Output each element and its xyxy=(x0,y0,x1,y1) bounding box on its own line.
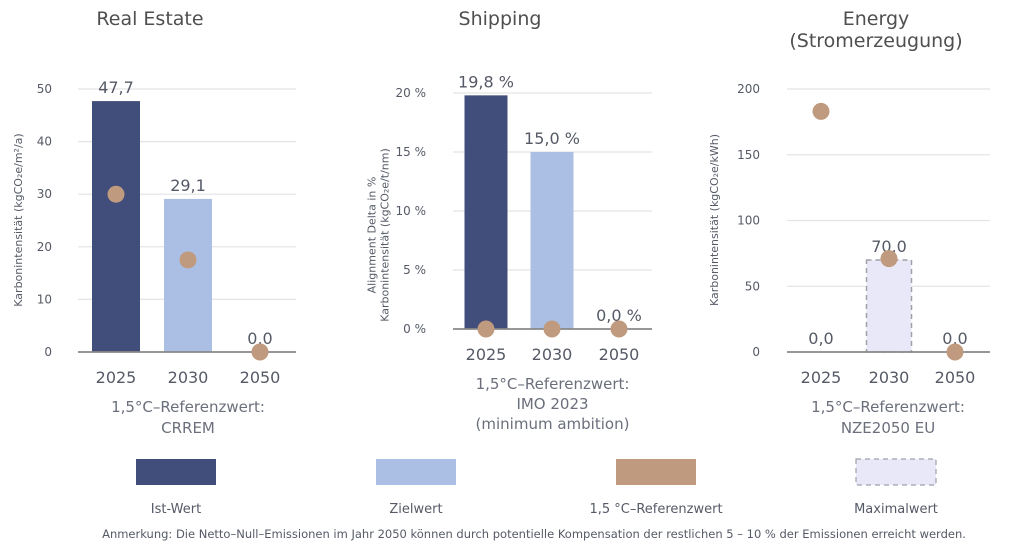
chart-title: Energy xyxy=(843,8,910,30)
y-tick-label: 5 % xyxy=(403,263,426,277)
chart-title: Real Estate xyxy=(96,8,203,30)
legend-swatch-maximalwert xyxy=(855,458,937,486)
data-label: 15,0 % xyxy=(524,129,580,148)
data-label: 70,0 xyxy=(871,237,907,256)
y-tick-label: 50 xyxy=(37,82,52,96)
y-tick-label: 0 xyxy=(44,345,52,359)
x-tick-label: 2050 xyxy=(935,368,976,387)
chart-title: Shipping xyxy=(459,8,542,30)
legend-label: Maximalwert xyxy=(854,502,938,517)
reference-dot xyxy=(610,320,628,338)
x-tick-label: 2025 xyxy=(96,368,137,387)
bar-zielwert xyxy=(530,152,574,329)
legend-item: Maximalwert xyxy=(854,458,938,517)
chart-panel-2: Energy(Stromerzeugung) 0 50 100 150 200 Karbon… xyxy=(708,8,990,437)
y-axis-label: Alignment Delta in % xyxy=(366,177,379,294)
reference-dot xyxy=(477,320,495,338)
reference-dot xyxy=(946,343,964,361)
chart-panel-1: Shipping 0 % 5 % 10 % 15 % 20 % Alignment Delt… xyxy=(366,8,652,433)
legend-item: 1,5 °C–Referenzwert xyxy=(589,459,723,517)
y-tick-label: 30 xyxy=(37,187,52,201)
data-label: 19,8 % xyxy=(458,72,514,91)
reference-dot xyxy=(880,250,898,268)
legend-swatch-ist xyxy=(136,459,216,485)
reference-benchmark-text: NZE2050 EU xyxy=(841,419,935,437)
y-tick-label: 150 xyxy=(737,148,760,162)
y-tick-label: 0 % xyxy=(403,322,426,336)
reference-benchmark-text: CRREM xyxy=(161,419,215,437)
y-tick-label: 0 xyxy=(752,345,760,359)
x-tick-label: 2050 xyxy=(599,345,640,364)
chart-title: (Stromerzeugung) xyxy=(789,30,962,52)
y-tick-label: 10 xyxy=(37,292,52,306)
data-label: 29,1 xyxy=(170,176,206,195)
bar-zielwert xyxy=(164,198,212,352)
y-axis-label: Karbonintensität (kgCO₂e/t/nm) xyxy=(379,148,392,322)
x-tick-label: 2025 xyxy=(466,345,507,364)
reference-dot xyxy=(812,102,830,120)
bar-maximalwert xyxy=(865,259,913,353)
x-tick-label: 2030 xyxy=(532,345,573,364)
x-tick-label: 2030 xyxy=(869,368,910,387)
footnote: Anmerkung: Die Netto–Null–Emissionen im … xyxy=(102,527,966,541)
legend-label: 1,5 °C–Referenzwert xyxy=(589,502,722,517)
y-tick-label: 100 xyxy=(737,214,760,228)
reference-benchmark-text: (minimum ambition) xyxy=(476,415,630,433)
reference-dot xyxy=(543,320,561,338)
data-label: 0,0 xyxy=(808,329,833,348)
legend-item: Ist-Wert xyxy=(136,459,216,517)
x-tick-label: 2050 xyxy=(240,368,281,387)
legend-label: Ist-Wert xyxy=(151,502,201,517)
y-tick-label: 200 xyxy=(737,82,760,96)
data-label: 0,0 % xyxy=(596,306,642,325)
bar-ist-wert xyxy=(92,101,140,353)
y-tick-label: 20 % xyxy=(396,86,427,100)
y-tick-label: 40 xyxy=(37,135,52,149)
data-label: 0,0 xyxy=(247,329,272,348)
y-axis-label: Karbonintensität (kgCO₂e/kWh) xyxy=(708,134,721,306)
reference-dot xyxy=(251,343,269,361)
reference-benchmark-text: IMO 2023 xyxy=(516,395,588,413)
x-tick-label: 2025 xyxy=(801,368,842,387)
reference-dot xyxy=(107,185,125,203)
data-label: 47,7 xyxy=(98,78,134,97)
data-label: 0,0 xyxy=(942,329,967,348)
y-tick-label: 50 xyxy=(745,279,760,293)
y-tick-label: 15 % xyxy=(396,145,427,159)
reference-dot xyxy=(179,251,197,269)
x-tick-label: 2030 xyxy=(168,368,209,387)
reference-benchmark-text: 1,5°C–Referenzwert: xyxy=(811,398,965,416)
legend-swatch-referenz xyxy=(616,459,696,485)
legend-item: Zielwert xyxy=(376,459,456,517)
y-axis-label: Karbonintensität (kgCO₂e/m²/a) xyxy=(12,133,25,306)
legend: Ist-Wert Zielwert 1,5 °C–Referenzwert Maxim… xyxy=(136,458,938,517)
legend-label: Zielwert xyxy=(389,502,442,517)
legend-swatch-ziel xyxy=(376,459,456,485)
y-tick-label: 20 xyxy=(37,240,52,254)
reference-benchmark-text: 1,5°C–Referenzwert: xyxy=(111,398,265,416)
reference-benchmark-text: 1,5°C–Referenzwert: xyxy=(476,375,630,393)
bar-ist-wert xyxy=(464,95,508,329)
y-tick-label: 10 % xyxy=(396,204,427,218)
